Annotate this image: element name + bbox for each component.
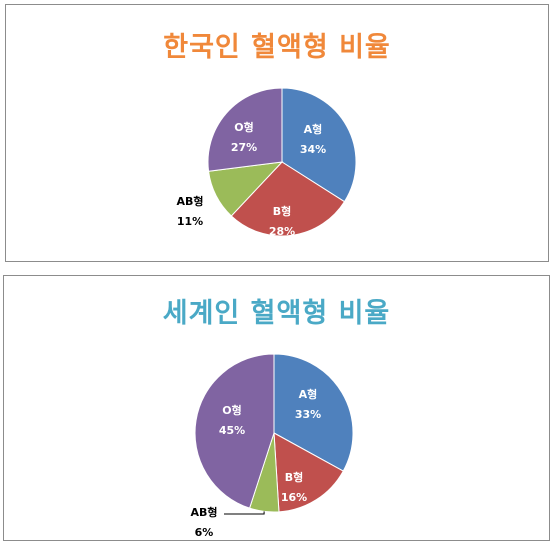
category-label-o: O형 xyxy=(234,120,253,134)
chart-panel-world: 세계인 혈액형 비율 A형 33% B형 16% AB형 6% O형 45% xyxy=(3,275,550,541)
chart-panel-korean: 한국인 혈액형 비율 A형 34% B형 28% AB형 11% O형 27% xyxy=(5,4,549,262)
chart-title: 한국인 혈액형 비율 xyxy=(163,32,391,63)
category-label-b: B형 xyxy=(273,204,292,218)
category-label-b: B형 xyxy=(285,470,304,484)
pie-slice-b xyxy=(230,161,346,237)
leader-line xyxy=(224,511,265,515)
pie-slice-o xyxy=(194,353,275,509)
category-label-ab: AB형 xyxy=(190,505,217,519)
pie-slice-a xyxy=(273,353,354,472)
pie-chart-world: A형 33% B형 16% AB형 6% O형 45% xyxy=(190,353,354,539)
value-label-a: 34% xyxy=(300,143,326,156)
category-label-ab: AB형 xyxy=(176,194,203,208)
chart-title: 세계인 혈액형 비율 xyxy=(162,298,391,329)
category-label-a: A형 xyxy=(304,122,323,136)
value-label-b: 16% xyxy=(281,491,307,504)
pie-slice-b xyxy=(273,432,344,513)
value-label-ab: 11% xyxy=(177,215,203,228)
value-label-a: 33% xyxy=(295,408,321,421)
value-label-o: 45% xyxy=(219,424,245,437)
pie-chart-korean: A형 34% B형 28% AB형 11% O형 27% xyxy=(176,87,357,238)
category-label-o: O형 xyxy=(222,403,241,417)
pie-slice-o xyxy=(207,87,283,172)
value-label-o: 27% xyxy=(231,141,257,154)
category-label-a: A형 xyxy=(299,387,318,401)
value-label-ab: 6% xyxy=(195,526,214,539)
value-label-b: 28% xyxy=(269,225,295,238)
